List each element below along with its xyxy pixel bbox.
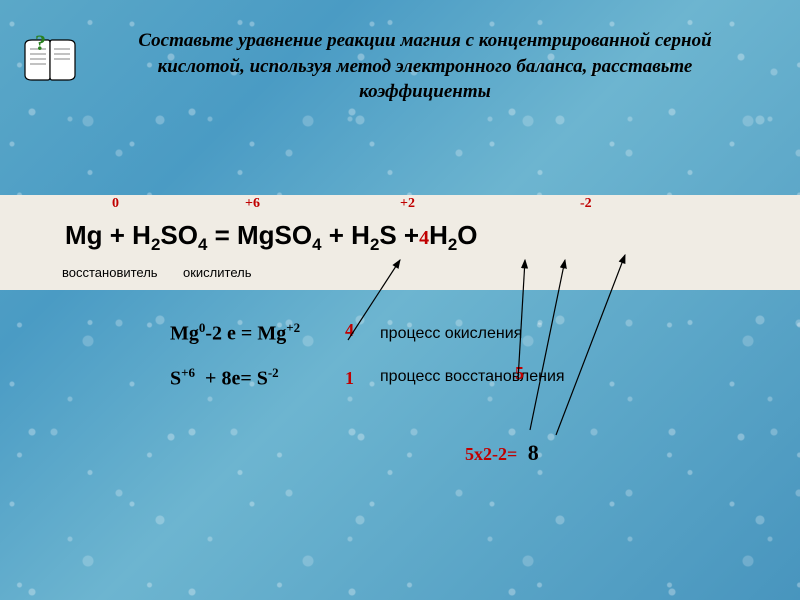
oxidation-state-mg: 0 bbox=[112, 196, 119, 212]
placed-coef-5: 5 bbox=[515, 363, 524, 384]
reducer-label: восстановитель bbox=[62, 265, 158, 280]
chemical-equation: Mg + H2SO4 = MgSO4 + H2S +4H2O bbox=[65, 220, 478, 255]
calc-result: 8 bbox=[528, 440, 539, 465]
half-reaction-reduction: S+6 + 8e= S-2 bbox=[170, 365, 279, 391]
half-reaction-oxidation: Mg0-2 e = Mg+2 bbox=[170, 320, 300, 346]
coef-4-inline: 4 bbox=[419, 227, 429, 249]
calc-lhs: 5x2-2= bbox=[465, 444, 517, 464]
oxidation-state-s6: +6 bbox=[245, 196, 260, 212]
calculation: 5x2-2= 8 bbox=[465, 440, 539, 466]
oxidizer-label: окислитель bbox=[183, 265, 252, 280]
svg-text:?: ? bbox=[35, 35, 46, 55]
task-title: Составьте уравнение реакции магния с кон… bbox=[100, 28, 750, 105]
book-question-icon: ? bbox=[20, 35, 80, 85]
multiplier-1: 1 bbox=[345, 368, 354, 389]
oxidation-state-mg2: +2 bbox=[400, 196, 415, 212]
reduction-process-label: процесс восстановления bbox=[380, 368, 565, 386]
multiplier-4: 4 bbox=[345, 320, 354, 341]
oxidation-state-s2: -2 bbox=[580, 196, 592, 212]
oxidation-process-label: процесс окисления bbox=[380, 325, 522, 343]
